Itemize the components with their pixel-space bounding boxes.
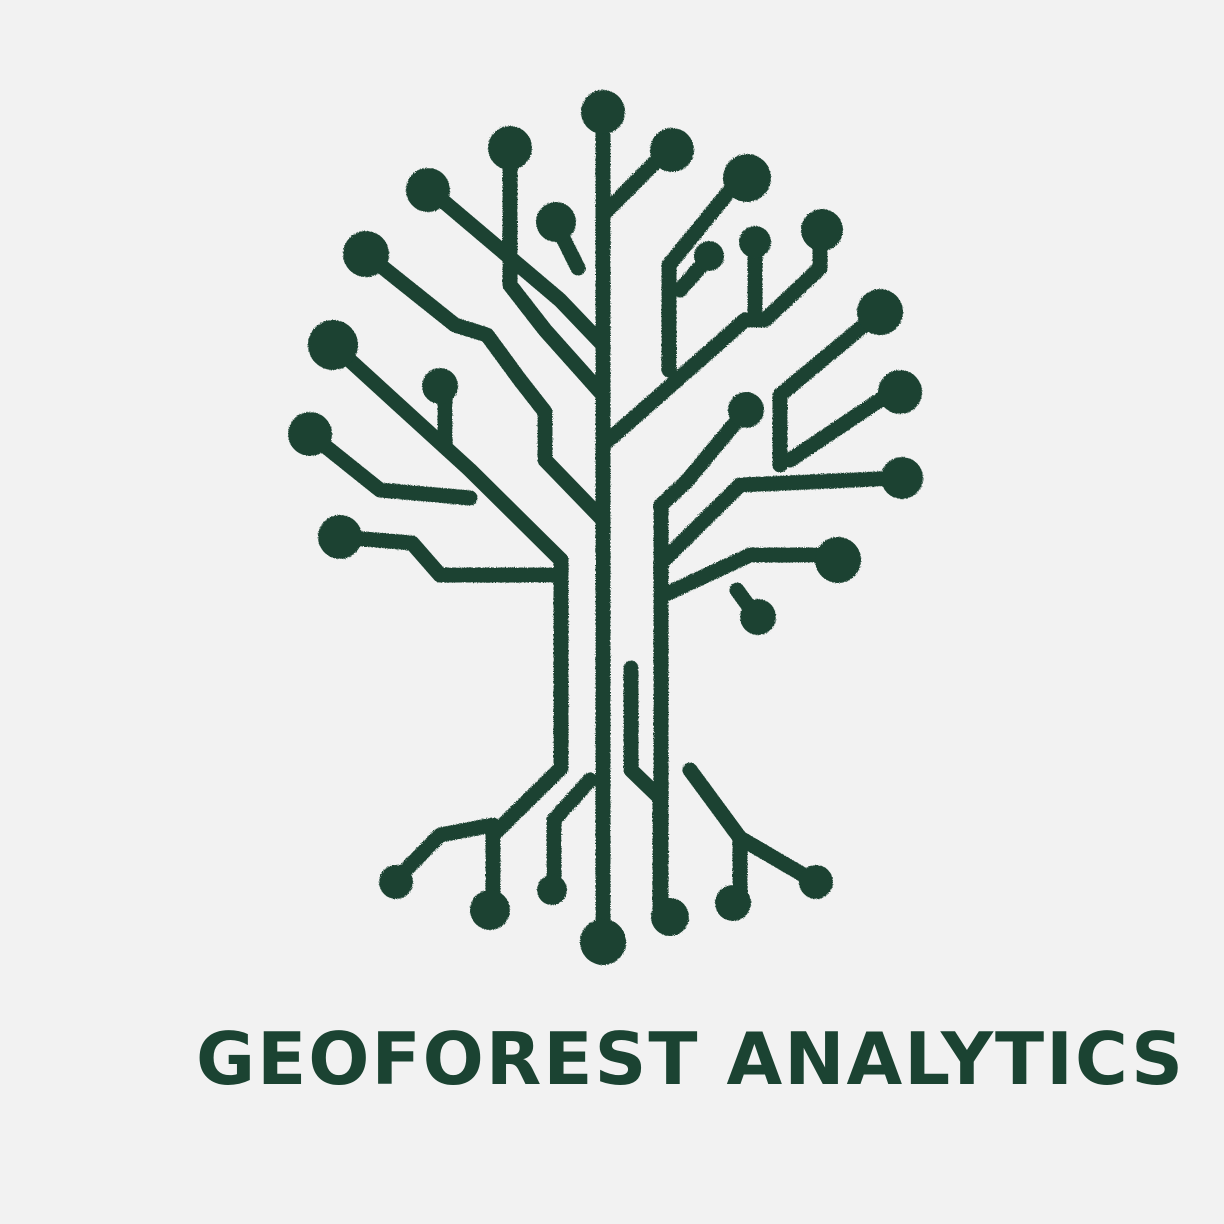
circuit-tree-icon bbox=[288, 90, 923, 965]
brand-wordmark: GEOFOREST ANALYTICS bbox=[196, 1017, 1185, 1101]
